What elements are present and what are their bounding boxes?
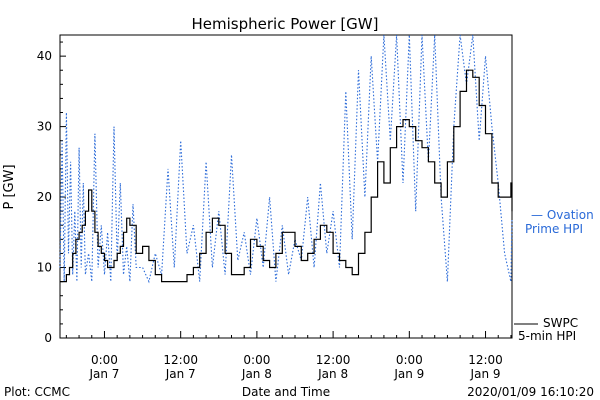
legend-ovation: — Ovation Prime HPI — [525, 208, 594, 236]
x-tick-label-date: Jan 9 — [470, 367, 501, 381]
series-ovation-prime-hpi — [59, 34, 513, 284]
x-tick-label-date: Jan 7 — [88, 367, 119, 381]
x-tick-label-time: 0:00 — [396, 353, 423, 367]
y-tick-label: 10 — [37, 261, 52, 275]
y-tick-label: 0 — [44, 331, 52, 345]
x-tick-label-time: 0:00 — [91, 353, 118, 367]
x-tick-label-time: 0:00 — [243, 353, 270, 367]
legend-swpc: SWPC 5-min HPI — [514, 316, 578, 343]
x-tick-label-date: Jan 9 — [393, 367, 424, 381]
plot-frame — [59, 34, 513, 339]
x-axis-label: Date and Time — [242, 385, 330, 399]
y-tick-label: 20 — [37, 190, 52, 204]
swpc-hpi-line — [60, 69, 513, 283]
legend-ovation-line2: Prime HPI — [525, 222, 583, 236]
x-tick-label-date: Jan 8 — [241, 367, 272, 381]
y-tick-label: 40 — [37, 49, 52, 63]
footer-timestamp: 2020/01/09 16:10:20 — [467, 385, 594, 399]
x-tick-label-date: Jan 7 — [165, 367, 196, 381]
y-axis-label: P [GW] — [2, 164, 17, 209]
chart-title: Hemispheric Power [GW] — [192, 15, 379, 33]
footer-source: Plot: CCMC — [4, 385, 70, 399]
ovation-prime-line — [59, 34, 513, 284]
legend-swpc-line2: 5-min HPI — [518, 329, 576, 343]
legend-swpc-line1: SWPC — [543, 316, 578, 330]
x-tick-label-time: 12:00 — [163, 353, 198, 367]
x-tick-label-date: Jan 8 — [317, 367, 348, 381]
x-tick-label-time: 12:00 — [468, 353, 503, 367]
series-swpc-5min-hpi — [60, 69, 513, 283]
x-tick-label-time: 12:00 — [316, 353, 351, 367]
y-tick-label: 30 — [37, 120, 52, 134]
legend-ovation-line1: — Ovation — [531, 208, 594, 222]
